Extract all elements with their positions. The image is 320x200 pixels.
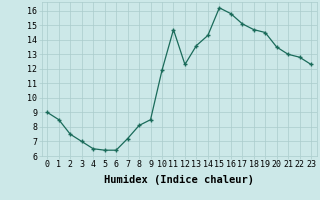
X-axis label: Humidex (Indice chaleur): Humidex (Indice chaleur) [104,175,254,185]
